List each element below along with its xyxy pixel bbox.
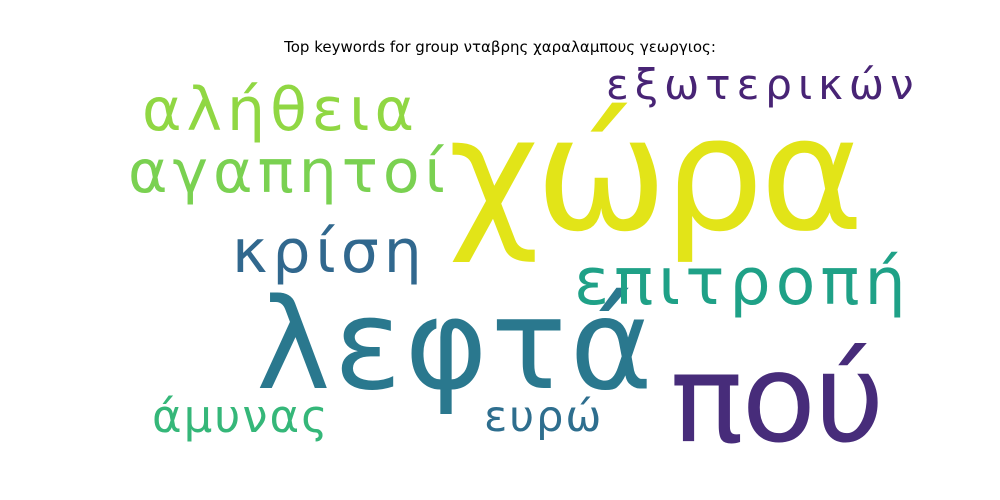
word-xora: χώρα [448, 83, 864, 267]
word-krisi: κρίση [232, 217, 427, 287]
word-agapitoi: αγαπητοί [128, 137, 450, 207]
word-pou: πού [670, 328, 885, 470]
word-amynas: άμυνας [152, 390, 330, 443]
word-lefta: λεφτά [256, 271, 656, 418]
word-exoterikon: εξωτερικών [606, 60, 920, 109]
word-epitropi: επιτροπή [574, 245, 911, 320]
chart-title: Top keywords for group νταβρης χαραλαμπο… [284, 38, 716, 56]
word-alitheia: αλήθεια [142, 75, 420, 145]
word-evro: ευρώ [484, 392, 604, 442]
